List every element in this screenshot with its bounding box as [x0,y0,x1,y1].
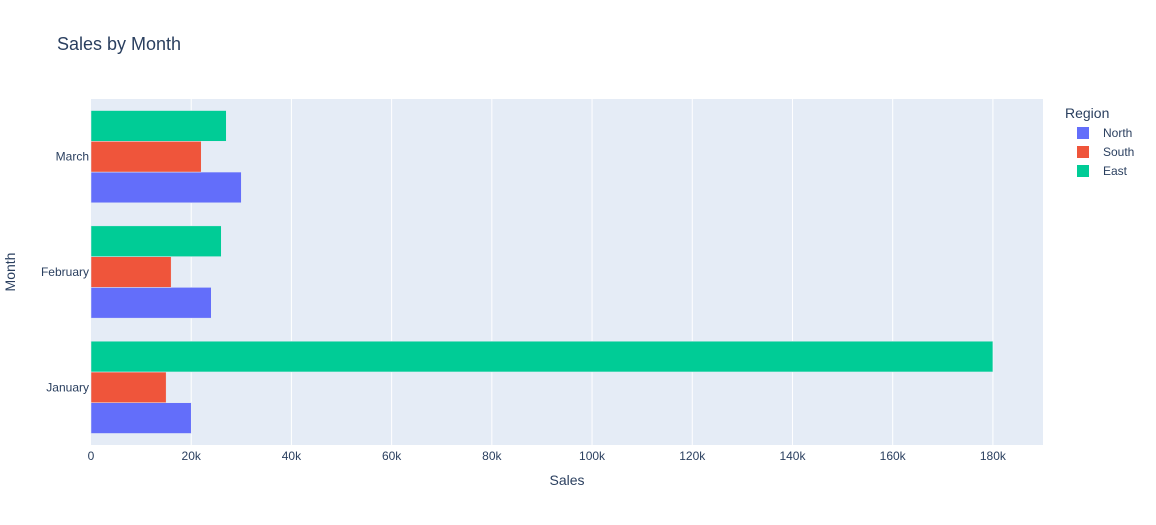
bar-east-february[interactable] [90,225,222,257]
x-tick-label: 140k [779,449,806,463]
x-axis-ticks: 0 20k 40k 60k 80k 100k 120k 140k 160k 180k [88,449,1007,463]
y-tick-label: January [46,380,89,394]
legend-swatch-east[interactable] [1077,165,1089,177]
y-tick-label: February [41,265,89,279]
bar-east-january[interactable] [90,340,994,373]
legend-swatch-north[interactable] [1077,127,1089,139]
legend-item-north[interactable]: North [1103,126,1132,140]
x-tick-label: 100k [579,449,606,463]
x-axis-title: Sales [549,472,584,488]
legend-title: Region [1065,105,1109,121]
x-tick-label: 60k [382,449,402,463]
legend-swatch-south[interactable] [1077,146,1089,158]
bar-south-march[interactable] [90,141,202,173]
bar-south-january[interactable] [90,371,167,403]
gridlines [190,99,994,445]
y-axis-title: Month [2,253,18,292]
bar-north-february[interactable] [90,287,212,319]
bar-south-february[interactable] [90,256,172,288]
x-tick-label: 160k [880,449,907,463]
y-axis-ticks: January February March [41,150,89,395]
chart-title: Sales by Month [57,34,181,54]
x-tick-label: 80k [482,449,502,463]
legend[interactable]: Region North South East [1065,105,1134,178]
bar-east-march[interactable] [90,110,227,142]
x-tick-label: 0 [88,449,95,463]
x-tick-label: 120k [679,449,706,463]
bars[interactable] [90,110,994,434]
x-tick-label: 20k [182,449,202,463]
legend-item-east[interactable]: East [1103,164,1128,178]
bar-north-january[interactable] [90,402,192,434]
y-tick-label: March [56,150,89,164]
x-tick-label: 40k [282,449,302,463]
x-tick-label: 180k [980,449,1007,463]
legend-item-south[interactable]: South [1103,145,1134,159]
plot-area [91,99,1043,445]
bar-north-march[interactable] [90,171,242,204]
